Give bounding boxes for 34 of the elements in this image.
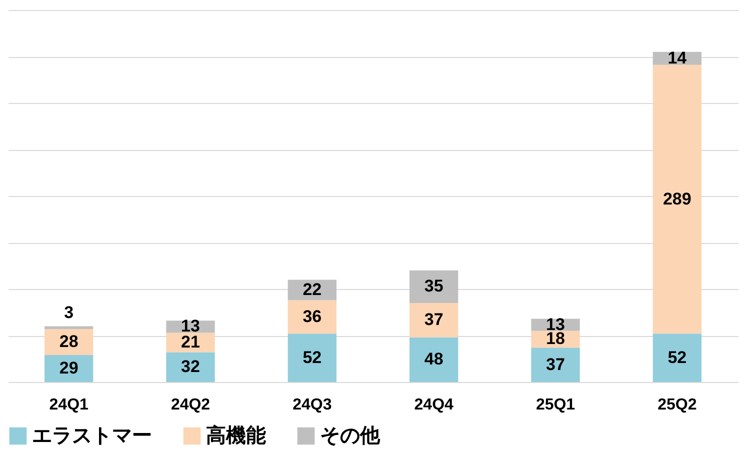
bar [652, 64, 702, 334]
data-label: 37 [424, 310, 444, 330]
legend-label: エラストマー [32, 425, 152, 447]
data-label: 32 [181, 357, 200, 376]
bar [531, 348, 580, 382]
x-tick-label: 24Q1 [49, 396, 89, 414]
data-label: 289 [662, 189, 692, 208]
bar [410, 337, 458, 382]
bar [410, 302, 458, 338]
data-label: 52 [302, 348, 322, 367]
data-label: 18 [546, 329, 565, 348]
data-label: 35 [424, 276, 444, 296]
bar [288, 300, 336, 334]
x-tick-label: 25Q1 [536, 396, 576, 414]
data-label: 36 [302, 306, 322, 326]
bar [410, 270, 458, 303]
data-label: 3 [64, 303, 74, 322]
x-tick-label: 24Q3 [292, 396, 332, 414]
bar [44, 326, 94, 329]
legend-label: 高機能 [206, 424, 266, 447]
x-tick-label: 25Q2 [658, 396, 697, 414]
data-label: 28 [59, 332, 78, 352]
x-tick-label: 24Q4 [414, 396, 454, 414]
bar [166, 352, 215, 382]
data-label: 22 [302, 280, 322, 299]
bar [288, 334, 336, 382]
bar [652, 334, 702, 382]
legend-label: その他 [320, 425, 381, 447]
data-label: 37 [546, 354, 565, 374]
data-label: 14 [668, 48, 688, 68]
x-tick-label: 24Q2 [170, 396, 210, 414]
data-label: 29 [59, 358, 78, 378]
data-label: 48 [424, 350, 444, 369]
data-label: 52 [668, 348, 687, 367]
